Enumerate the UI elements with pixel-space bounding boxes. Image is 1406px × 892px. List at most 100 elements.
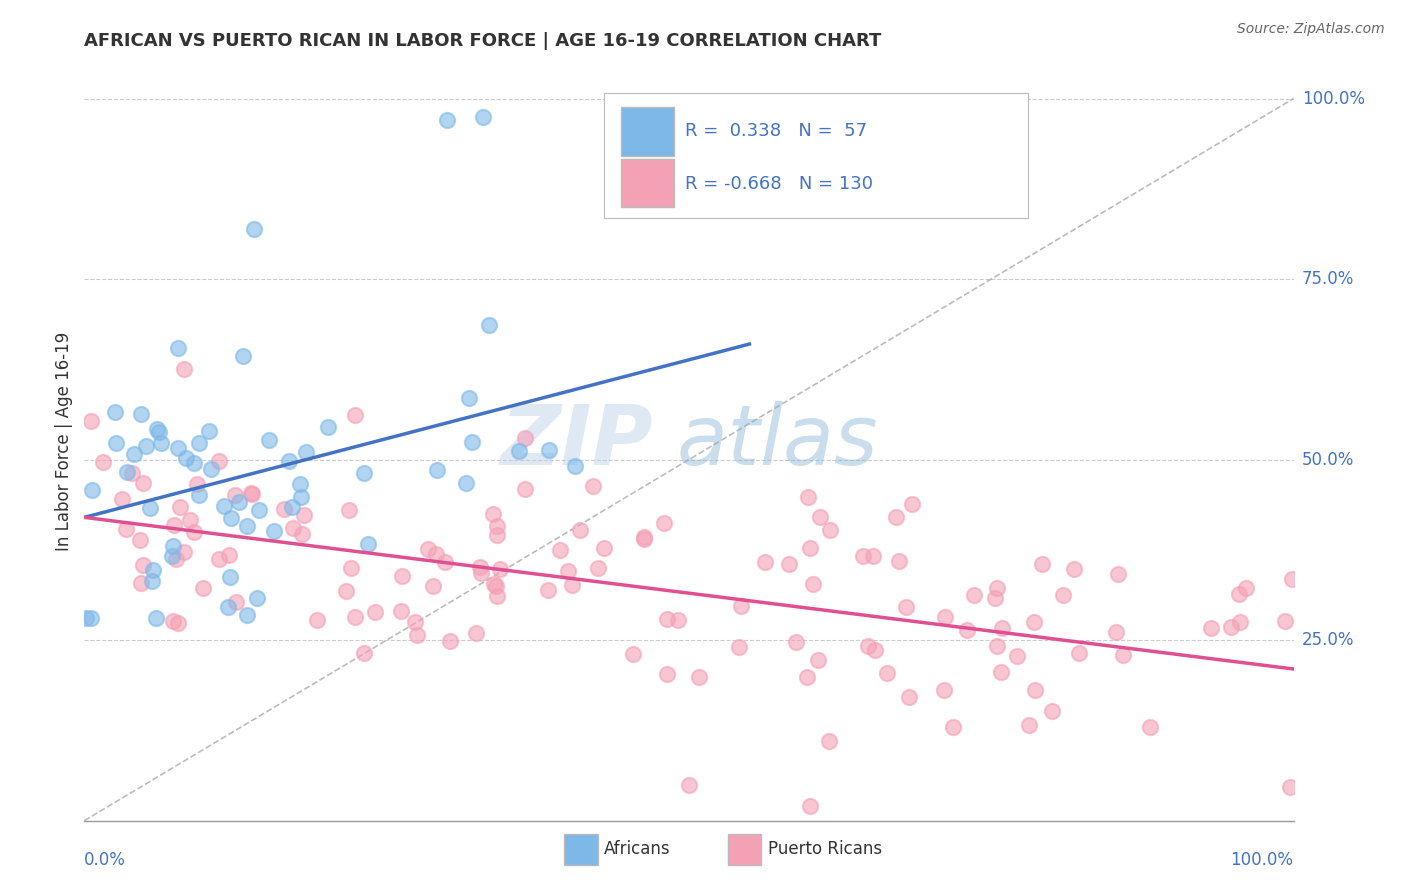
Point: [582, 478, 605, 492]
Point: [485, 579, 508, 593]
Point: [633, 532, 655, 546]
Point: [796, 670, 818, 684]
Point: [852, 549, 875, 563]
Text: AFRICAN VS PUERTO RICAN IN LABOR FORCE | AGE 16-19 CORRELATION CHART: AFRICAN VS PUERTO RICAN IN LABOR FORCE |…: [84, 32, 882, 50]
Point: [240, 486, 263, 500]
Point: [145, 422, 167, 436]
Point: [281, 500, 304, 514]
Text: Source: ZipAtlas.com: Source: ZipAtlas.com: [1237, 22, 1385, 37]
Text: atlas: atlas: [676, 401, 879, 482]
Point: [173, 362, 195, 376]
Text: ZIP: ZIP: [501, 401, 652, 482]
Point: [887, 554, 910, 568]
Point: [240, 486, 263, 500]
Point: [934, 610, 956, 624]
Text: Puerto Ricans: Puerto Ricans: [768, 840, 882, 858]
Point: [288, 477, 311, 491]
Point: [990, 621, 1012, 635]
Point: [548, 543, 571, 558]
Point: [1024, 682, 1046, 697]
Point: [149, 435, 172, 450]
Point: [277, 454, 299, 468]
Point: [188, 435, 211, 450]
Point: [219, 570, 242, 584]
Point: [666, 613, 689, 627]
Text: 50.0%: 50.0%: [1302, 450, 1354, 468]
Point: [121, 466, 143, 480]
Point: [436, 113, 458, 128]
Point: [183, 525, 205, 540]
Point: [1279, 780, 1302, 795]
Point: [135, 440, 157, 454]
Point: [242, 221, 264, 235]
Point: [148, 425, 170, 439]
Point: [225, 595, 247, 609]
Point: [389, 604, 412, 618]
Point: [803, 576, 825, 591]
Point: [1274, 614, 1296, 628]
Point: [124, 447, 146, 461]
Point: [478, 318, 501, 333]
Point: [537, 443, 560, 458]
Point: [557, 565, 579, 579]
Point: [894, 599, 917, 614]
Point: [785, 635, 807, 649]
Point: [515, 431, 537, 445]
Point: [263, 524, 285, 538]
Point: [1219, 620, 1241, 634]
Point: [934, 683, 956, 698]
Point: [1201, 621, 1223, 635]
Point: [730, 599, 752, 613]
Point: [655, 612, 678, 626]
Point: [1229, 615, 1251, 629]
Point: [990, 665, 1012, 679]
Point: [897, 690, 920, 704]
Point: [818, 524, 841, 538]
Point: [1031, 557, 1053, 571]
Point: [257, 433, 280, 447]
Point: [808, 510, 831, 524]
Y-axis label: In Labor Force | Age 16-19: In Labor Force | Age 16-19: [55, 332, 73, 551]
Point: [1052, 589, 1074, 603]
Point: [422, 579, 444, 593]
Point: [754, 555, 776, 569]
Point: [862, 549, 884, 563]
Point: [162, 539, 184, 553]
Point: [166, 615, 188, 630]
Point: [105, 435, 128, 450]
Point: [456, 476, 478, 491]
Point: [335, 583, 357, 598]
Point: [963, 588, 986, 602]
Point: [111, 491, 134, 506]
Point: [678, 778, 700, 792]
Point: [404, 615, 426, 630]
Text: 25.0%: 25.0%: [1302, 632, 1354, 649]
Point: [281, 521, 304, 535]
Point: [305, 613, 328, 627]
Point: [1139, 720, 1161, 734]
FancyBboxPatch shape: [605, 93, 1028, 218]
Point: [1069, 646, 1091, 660]
Text: 100.0%: 100.0%: [1230, 851, 1294, 869]
Point: [817, 734, 839, 748]
Point: [247, 502, 270, 516]
Point: [129, 407, 152, 421]
Point: [291, 527, 314, 541]
Point: [688, 670, 710, 684]
Point: [246, 591, 269, 605]
Point: [162, 614, 184, 628]
Text: R =  0.338   N =  57: R = 0.338 N = 57: [685, 121, 868, 140]
Point: [486, 528, 509, 542]
Point: [986, 639, 1008, 653]
Point: [457, 391, 479, 405]
Point: [197, 424, 219, 438]
Point: [1040, 704, 1063, 718]
Point: [586, 560, 609, 574]
Point: [1005, 649, 1028, 664]
Point: [131, 558, 153, 572]
Point: [1112, 648, 1135, 662]
Point: [652, 516, 675, 531]
Point: [218, 548, 240, 562]
Point: [464, 626, 486, 640]
Point: [129, 576, 152, 591]
